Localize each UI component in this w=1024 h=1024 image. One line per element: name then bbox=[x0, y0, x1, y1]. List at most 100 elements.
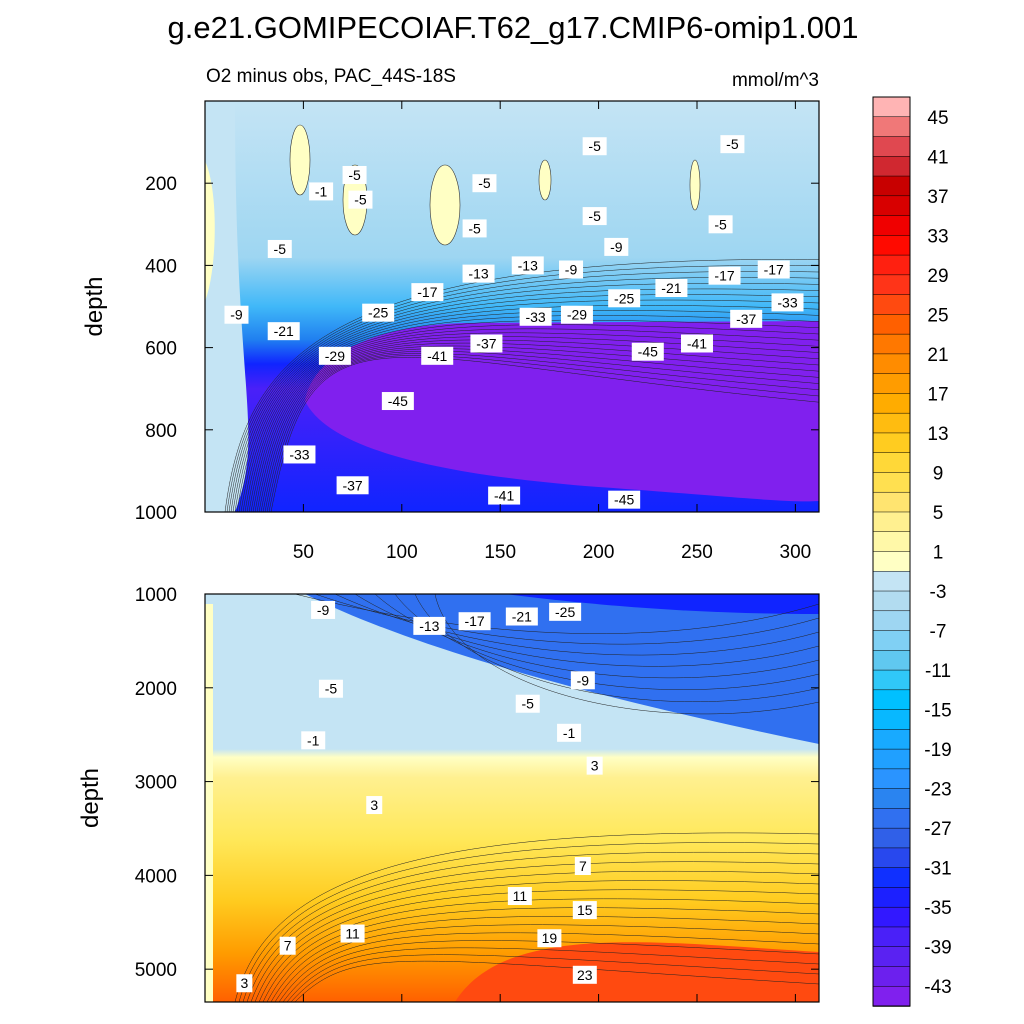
contour-label-bg bbox=[301, 731, 326, 750]
contour-label-bg bbox=[342, 165, 367, 184]
contour-label: -41 bbox=[687, 335, 707, 351]
contour-label: -5 bbox=[478, 175, 491, 191]
upper-contour-line bbox=[246, 319, 819, 512]
upper-contour-labels: -5 -5 -5 -1 -5 -5 -5 -5 -5 -5 -9 -13 -13 -9 -17 -21 -17 -… bbox=[224, 135, 804, 509]
contour-label: -5 bbox=[348, 167, 361, 183]
colorbar-swatch bbox=[872, 590, 911, 612]
contour-label-bg bbox=[720, 135, 745, 154]
colorbar-swatch bbox=[872, 116, 911, 138]
colorbar-tick-label: 45 bbox=[927, 108, 948, 129]
contour-label-bg bbox=[572, 965, 597, 984]
contour-label: -9 bbox=[565, 262, 578, 278]
contour-label: -13 bbox=[518, 257, 538, 273]
contour-label-bg bbox=[604, 237, 629, 256]
colorbar-swatch bbox=[872, 353, 911, 375]
upper-contour-line bbox=[232, 282, 819, 512]
contour-label-bg bbox=[236, 974, 253, 993]
contour-label-bg bbox=[515, 694, 540, 713]
contour-label-bg bbox=[348, 190, 373, 209]
colorbar-swatch bbox=[872, 748, 911, 770]
colorbar-swatch bbox=[872, 946, 911, 968]
contour-label: -33 bbox=[525, 309, 545, 325]
upper-axes: 200 400 600 800 1000 50 100 150 200 250 300 depth bbox=[81, 101, 819, 563]
contour-label-bg bbox=[631, 342, 664, 361]
contour-label-bg bbox=[730, 309, 763, 328]
contour-label: -33 bbox=[777, 294, 797, 310]
contour-label-bg bbox=[318, 679, 343, 698]
y-tick-label: 2000 bbox=[135, 679, 177, 700]
contour-label: -9 bbox=[230, 307, 243, 323]
contour-label-bg bbox=[413, 616, 446, 635]
colorbar-swatch bbox=[872, 867, 911, 889]
y-tick-label: 600 bbox=[145, 339, 177, 360]
colorbar-tick-label: -11 bbox=[925, 661, 951, 682]
lower-contour-line bbox=[266, 907, 819, 1002]
colorbar-tick-label: 17 bbox=[927, 384, 948, 405]
lower-contour-line bbox=[294, 960, 819, 1002]
contour-label-bg bbox=[318, 346, 351, 365]
colorbar-tick-label: 29 bbox=[927, 266, 948, 287]
colorbar-swatch bbox=[872, 630, 911, 652]
upper-contour-line bbox=[226, 265, 819, 512]
x-tick-label: 200 bbox=[583, 542, 615, 563]
upper-contour-line bbox=[270, 357, 819, 512]
upper-contour-line bbox=[224, 259, 819, 512]
contour-label-bg bbox=[267, 239, 292, 258]
upper-contour-line bbox=[252, 332, 819, 512]
contour-label: 7 bbox=[579, 858, 587, 874]
colorbar-swatch bbox=[872, 333, 911, 355]
contour-label-bg bbox=[680, 334, 713, 353]
colorbar-tick-label: -35 bbox=[924, 898, 951, 919]
colorbar-swatch bbox=[872, 452, 911, 474]
colorbar: 45 41 37 33 29 25 21 17 13 9 5 1 -3 -7 -11 -15 -19 -23 -27… bbox=[872, 96, 952, 1007]
contour-label: -5 bbox=[714, 216, 727, 232]
y-tick-label: 3000 bbox=[135, 773, 177, 794]
x-tick-label: 50 bbox=[293, 542, 314, 563]
x-tick-label: 150 bbox=[484, 542, 516, 563]
colorbar-tick-label: 5 bbox=[933, 503, 944, 524]
contour-label-bg bbox=[472, 174, 497, 193]
colorbar-tick-label: 41 bbox=[927, 147, 948, 168]
lower-contour-line bbox=[254, 880, 819, 1002]
contour-label: -17 bbox=[714, 268, 734, 284]
colorbar-tick-label: -31 bbox=[924, 859, 951, 880]
contour-label-bg bbox=[340, 924, 365, 943]
lower-contour-line bbox=[238, 842, 819, 1002]
upper-contour-line bbox=[242, 310, 819, 512]
colorbar-swatch bbox=[872, 531, 911, 553]
colorbar-swatch bbox=[872, 650, 911, 671]
contour-label-bg bbox=[582, 207, 607, 226]
panel-left-label: O2 minus obs, PAC_44S-18S bbox=[206, 66, 456, 87]
colorbar-swatch bbox=[872, 551, 911, 573]
contour-label: -29 bbox=[325, 348, 345, 364]
contour-label: -25 bbox=[614, 290, 634, 306]
lower-contour-line bbox=[282, 940, 819, 1002]
contour-label-bg bbox=[574, 857, 591, 875]
upper-contour-line bbox=[268, 355, 819, 512]
upper-contour-fill bbox=[205, 101, 819, 512]
contour-label: 3 bbox=[591, 758, 599, 774]
contour-label: -5 bbox=[325, 681, 338, 697]
lower-frame bbox=[204, 593, 820, 1003]
contour-label: 3 bbox=[240, 975, 248, 991]
lower-contour-line bbox=[234, 832, 819, 1002]
lower-band-positive-edge bbox=[205, 604, 213, 1002]
x-tick-label: 300 bbox=[780, 542, 812, 563]
upper-band-core bbox=[305, 321, 819, 502]
contour-label-bg bbox=[655, 279, 688, 298]
upper-contour-line bbox=[266, 353, 819, 512]
colorbar-swatch bbox=[872, 985, 911, 1007]
y-tick-label: 800 bbox=[145, 421, 177, 442]
colorbar-swatch bbox=[872, 294, 911, 316]
lower-contour-fill bbox=[205, 594, 819, 1002]
contour-label-bg bbox=[537, 929, 562, 948]
contour-label-bg bbox=[488, 486, 521, 505]
colorbar-tick-label: -3 bbox=[930, 582, 947, 603]
contour-label-bg bbox=[708, 266, 741, 285]
contour-label: -5 bbox=[726, 136, 739, 152]
upper-contour-line bbox=[228, 271, 819, 512]
upper-contour-line bbox=[254, 336, 819, 512]
lower-contour-line bbox=[274, 924, 819, 1002]
lower-contour-line bbox=[434, 594, 819, 715]
